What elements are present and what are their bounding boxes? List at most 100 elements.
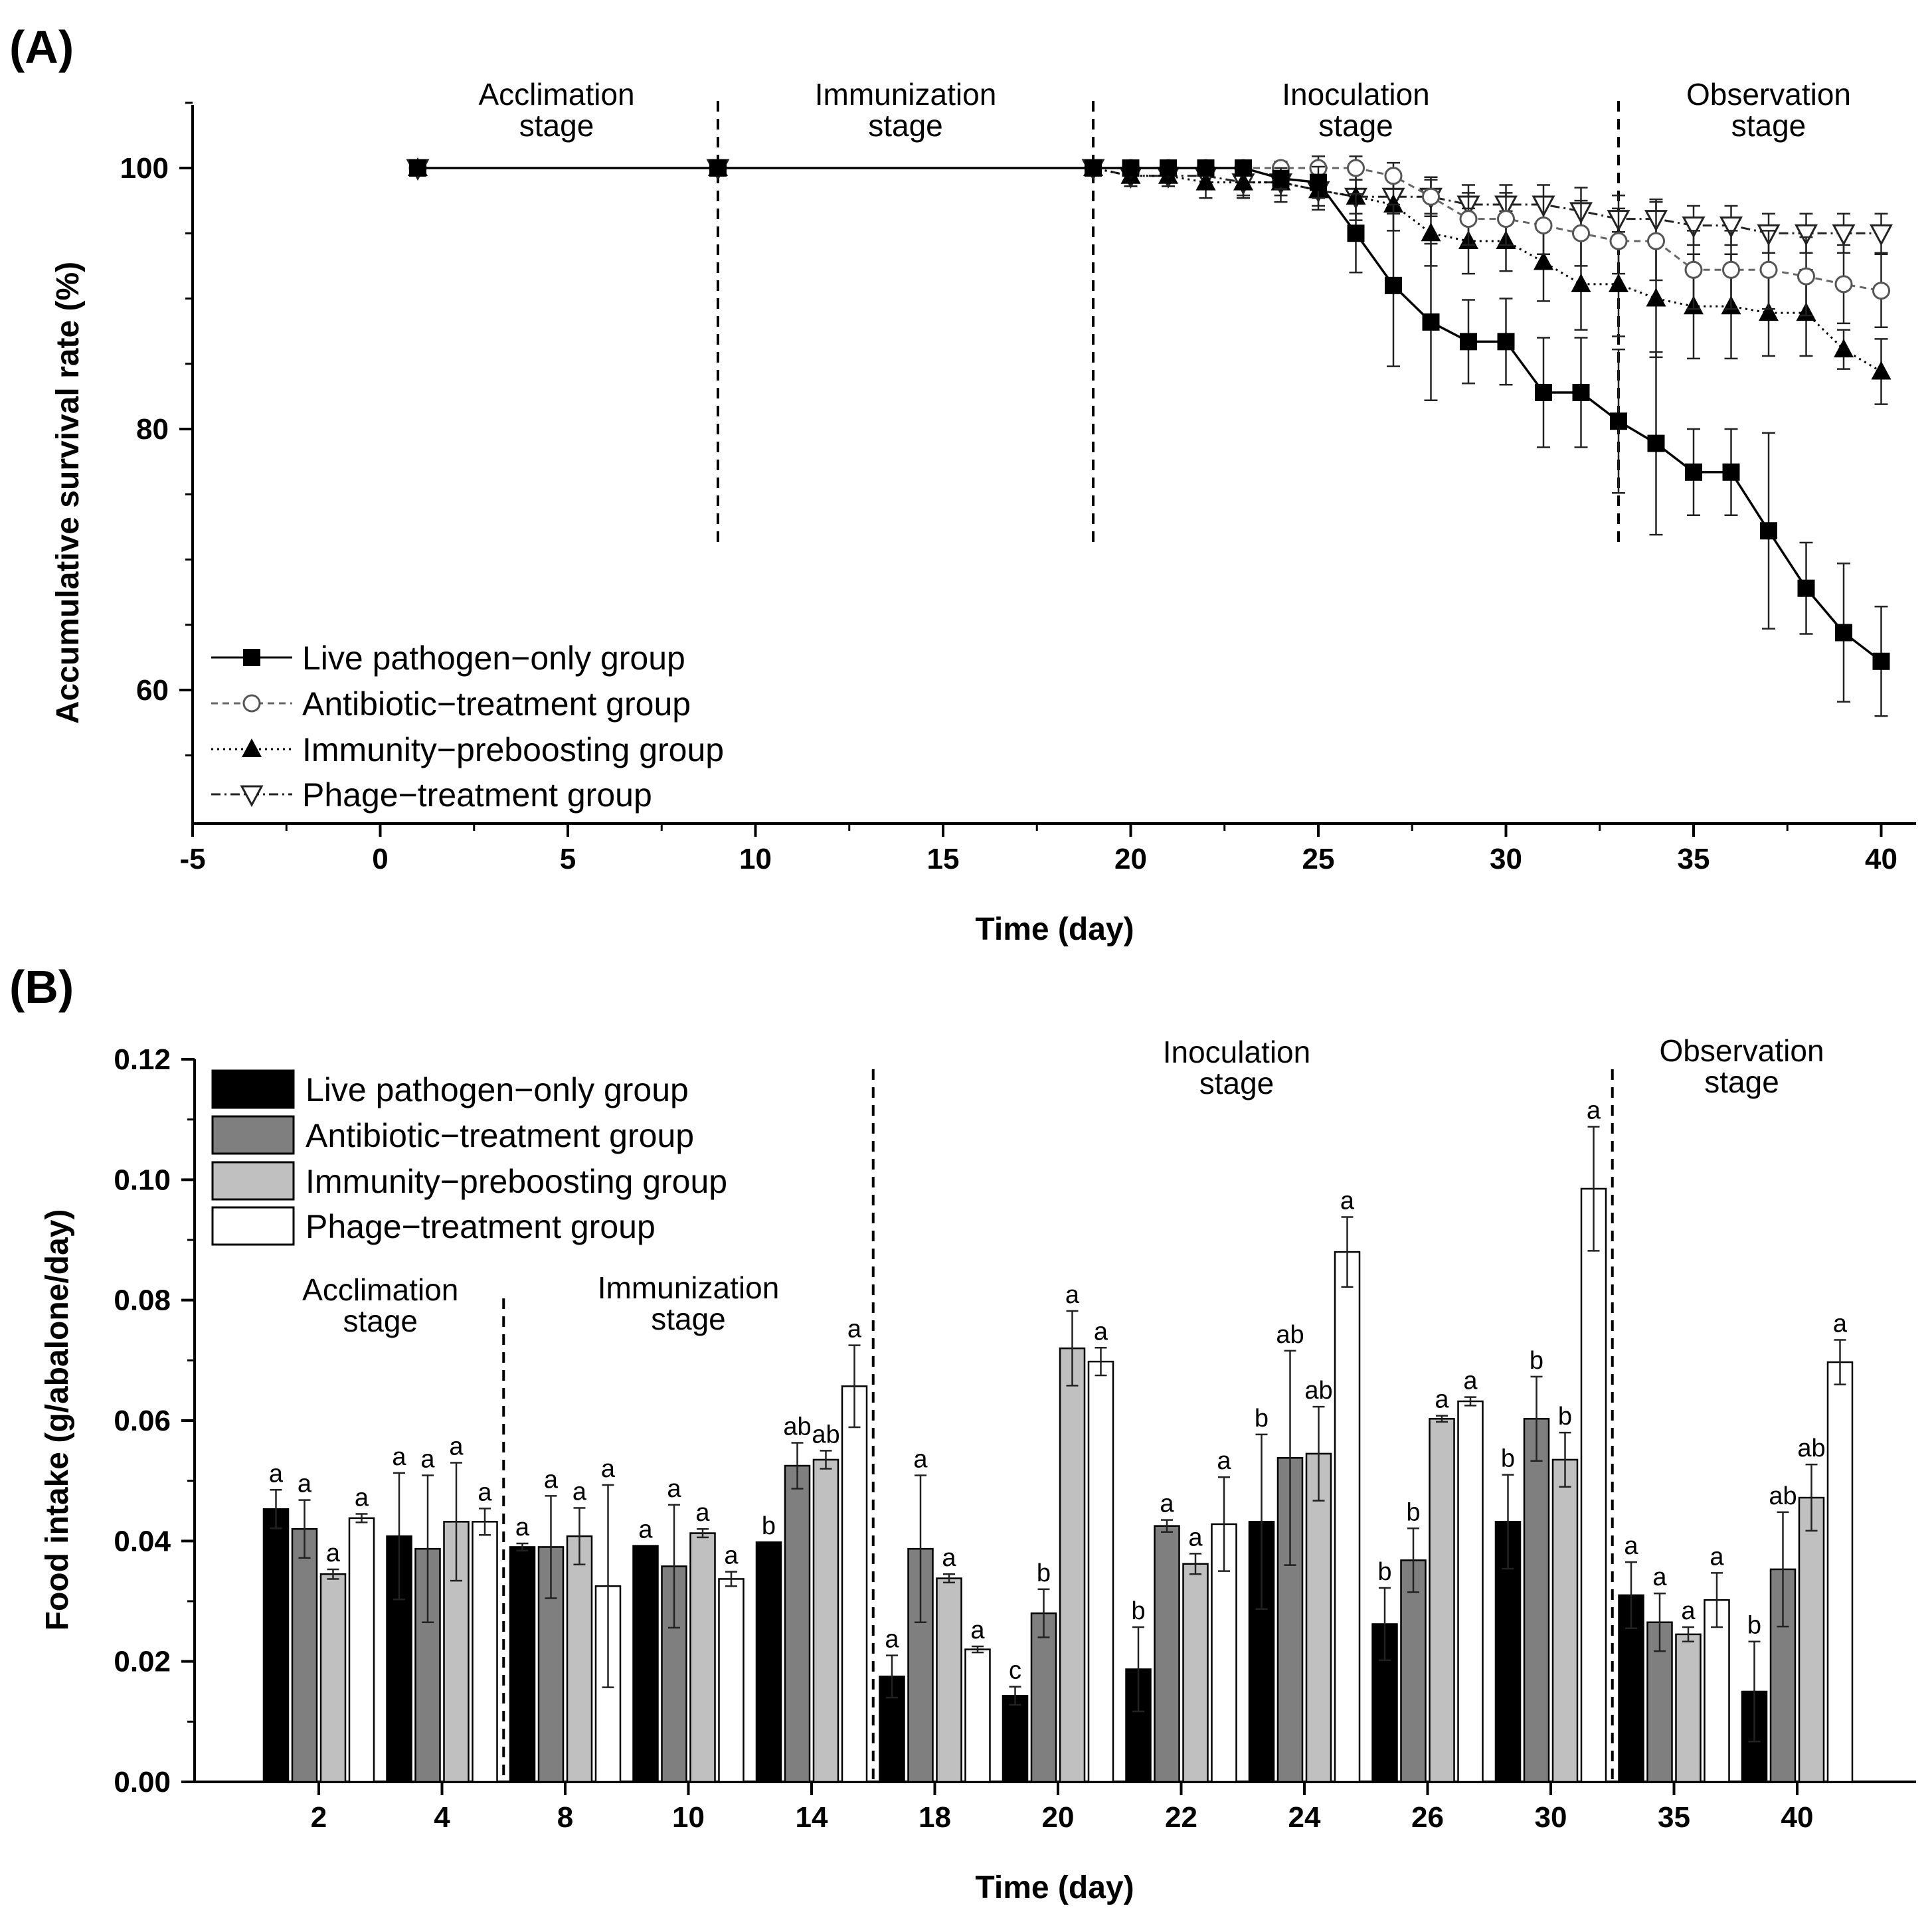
b-bar-s0-c2 (509, 1546, 536, 1783)
a-legend-marker-2 (242, 739, 262, 757)
b-bar-s2-c0 (319, 1573, 347, 1783)
b-significance-letter: b (1501, 1445, 1515, 1473)
a-legend-label-2: Immunity−preboosting group (302, 731, 724, 768)
b-significance-letter: a (885, 1626, 899, 1654)
a-data-point-2 (1646, 288, 1666, 307)
a-data-point-1 (1684, 260, 1703, 279)
b-x-tick-label: 4 (434, 1801, 450, 1834)
b-significance-letter: ab (1797, 1435, 1825, 1462)
a-y-axis-title: Accumulative survival rate (%) (50, 262, 86, 724)
b-bar-s3-c8 (1334, 1251, 1361, 1783)
a-stage-label-line1: Immunization (815, 77, 997, 112)
a-data-point-1 (1384, 167, 1403, 185)
b-bar-s2-c12 (1798, 1496, 1825, 1783)
b-y-tick-label: 0.06 (114, 1405, 171, 1437)
a-data-point-0 (1685, 463, 1702, 481)
a-stage-label-line1: Inoculation (1282, 77, 1430, 112)
b-bar-s2-c11 (1675, 1633, 1702, 1783)
b-y-tick-label: 0.00 (114, 1766, 171, 1798)
b-significance-letter: b (1131, 1597, 1145, 1625)
a-legend-label-1: Antibiotic−treatment group (302, 685, 691, 723)
a-x-tick-label: 40 (1865, 843, 1897, 875)
b-bar-s3-c10 (1580, 1187, 1607, 1783)
b-bar-s2-c8 (1305, 1452, 1332, 1783)
b-x-tick-label: 20 (1042, 1801, 1075, 1834)
b-y-tick-label: 0.10 (114, 1164, 171, 1196)
b-legend-label-3: Phage−treatment group (306, 1208, 656, 1245)
a-data-point-1 (1722, 260, 1740, 279)
b-significance-letter: a (1094, 1318, 1108, 1346)
a-data-point-3 (1682, 216, 1706, 238)
b-significance-letter: ab (1304, 1377, 1332, 1405)
b-significance-letter: a (695, 1499, 710, 1527)
b-bar-s1-c0 (291, 1527, 318, 1783)
b-bar-s0-c4 (755, 1541, 782, 1783)
b-bar-s2-c7 (1182, 1563, 1209, 1783)
a-data-point-3 (1832, 224, 1856, 246)
a-y-tick-label: 80 (136, 413, 169, 446)
a-data-point-0 (1085, 159, 1102, 177)
b-significance-letter: a (1833, 1310, 1848, 1338)
b-significance-letter: a (638, 1516, 653, 1544)
b-y-axis-title: Food intake (g/abalone/day) (40, 1209, 75, 1631)
a-data-point-0 (1572, 383, 1590, 401)
a-stage-label-line1: Acclimation (478, 77, 634, 112)
a-data-point-0 (1235, 159, 1252, 177)
b-stage-label-line1: Observation (1660, 1033, 1824, 1068)
b-bar-s0-c0 (262, 1508, 290, 1783)
b-significance-letter: b (1406, 1498, 1420, 1526)
a-data-point-1 (1422, 187, 1440, 206)
b-bar-s1-c7 (1154, 1525, 1180, 1783)
a-stage-label-line1: Observation (1686, 77, 1851, 112)
a-data-point-2 (1871, 361, 1891, 380)
b-y-tick-label: 0.08 (114, 1284, 171, 1317)
b-y-tick-label: 0.04 (114, 1525, 171, 1557)
a-stage-label-line2: stage (519, 108, 594, 143)
a-data-point-0 (1610, 412, 1627, 430)
a-x-tick-label: 5 (560, 843, 576, 875)
a-x-tick-label: 20 (1114, 843, 1147, 875)
a-data-point-0 (1310, 173, 1327, 191)
b-significance-letter: a (601, 1455, 616, 1483)
b-bar-s1-c6 (1030, 1612, 1057, 1783)
b-bar-s2-c5 (936, 1577, 962, 1783)
a-data-point-0 (1797, 579, 1815, 597)
b-x-tick-label: 8 (557, 1801, 573, 1834)
a-x-tick-label: 25 (1302, 843, 1335, 875)
b-significance-letter: a (326, 1539, 341, 1567)
a-x-tick-label: 10 (739, 843, 772, 875)
a-legend-marker-0 (243, 649, 260, 666)
panel-b-label: (B) (9, 961, 74, 1013)
b-significance-letter: a (913, 1446, 928, 1474)
b-bar-s0-c3 (632, 1545, 659, 1783)
a-stage-label-line2: stage (1731, 108, 1806, 143)
a-data-point-0 (1647, 434, 1665, 452)
b-bar-s2-c4 (812, 1458, 839, 1783)
b-significance-letter: a (1624, 1532, 1638, 1560)
a-data-point-0 (1197, 159, 1215, 177)
b-significance-letter: b (762, 1512, 776, 1540)
b-legend-label-0: Live pathogen−only group (306, 1071, 689, 1108)
a-x-tick-label: 35 (1678, 843, 1710, 875)
b-x-tick-label: 22 (1165, 1801, 1197, 1834)
b-bar-s1-c9 (1400, 1559, 1427, 1783)
a-data-point-0 (1385, 276, 1402, 294)
b-x-tick-label: 24 (1288, 1801, 1321, 1834)
a-data-point-0 (1497, 333, 1515, 351)
a-data-point-0 (1460, 333, 1477, 351)
b-significance-letter: a (1652, 1563, 1667, 1591)
a-data-point-1 (1647, 232, 1665, 250)
b-significance-letter: ab (1769, 1482, 1797, 1510)
b-significance-letter: a (1217, 1447, 1231, 1475)
b-bar-s3-c9 (1457, 1400, 1484, 1783)
b-significance-letter: a (1160, 1490, 1174, 1518)
b-x-tick-label: 26 (1411, 1801, 1444, 1834)
a-data-point-2 (1571, 273, 1591, 292)
b-bar-s2-c2 (566, 1535, 593, 1783)
a-data-point-0 (709, 159, 727, 177)
b-significance-letter: a (1188, 1524, 1203, 1551)
a-data-point-0 (1347, 224, 1365, 242)
a-stage-label-line2: stage (1318, 108, 1393, 143)
a-data-point-1 (1459, 210, 1478, 228)
b-x-tick-label: 30 (1535, 1801, 1567, 1834)
